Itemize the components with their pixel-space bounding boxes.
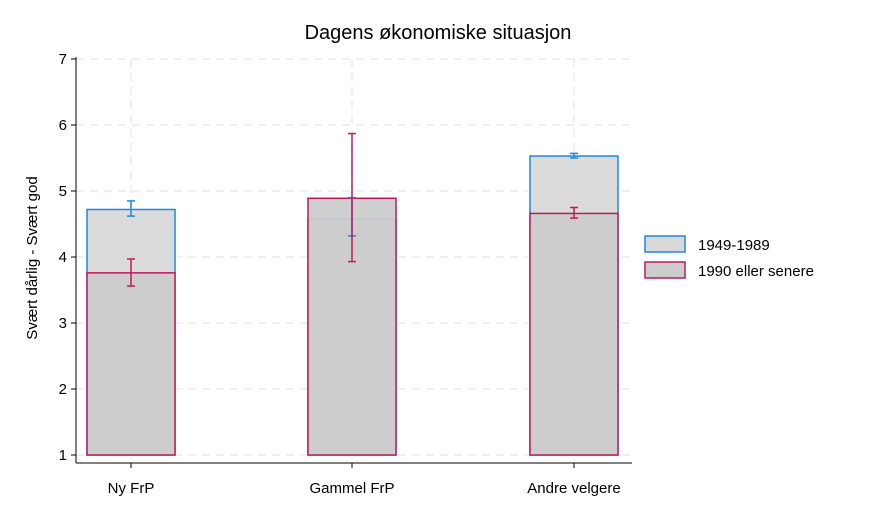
x-tick-label: Gammel FrP (309, 480, 394, 497)
y-axis-title: Svært dårlig - Svært god (24, 176, 41, 339)
chart-title: Dagens økonomiske situasjon (305, 22, 572, 44)
legend: 1949-1989 1990 eller senere (644, 235, 814, 280)
y-tick-label: 2 (59, 381, 67, 398)
y-tick-label: 6 (59, 117, 67, 134)
legend-swatch-1 (644, 261, 686, 279)
error-bars (127, 132, 578, 287)
y-tick-label: 7 (59, 51, 67, 68)
legend-label-1: 1990 eller senere (698, 263, 814, 280)
y-tick-label: 3 (59, 315, 67, 332)
legend-swatch-0 (644, 235, 686, 253)
x-tick-label: Andre velgere (527, 480, 620, 497)
x-axis: Ny FrP Gammel FrP Andre velgere (76, 462, 632, 497)
legend-label-0: 1949-1989 (698, 237, 770, 254)
y-tick-label: 1 (59, 447, 67, 464)
y-axis: 1 2 3 4 5 6 7 (59, 51, 77, 464)
bar-series-1 (86, 272, 176, 456)
y-tick-label: 4 (59, 249, 67, 266)
y-tick-label: 5 (59, 183, 67, 200)
x-tick-label: Ny FrP (108, 480, 155, 497)
bar-series-1 (529, 212, 619, 456)
